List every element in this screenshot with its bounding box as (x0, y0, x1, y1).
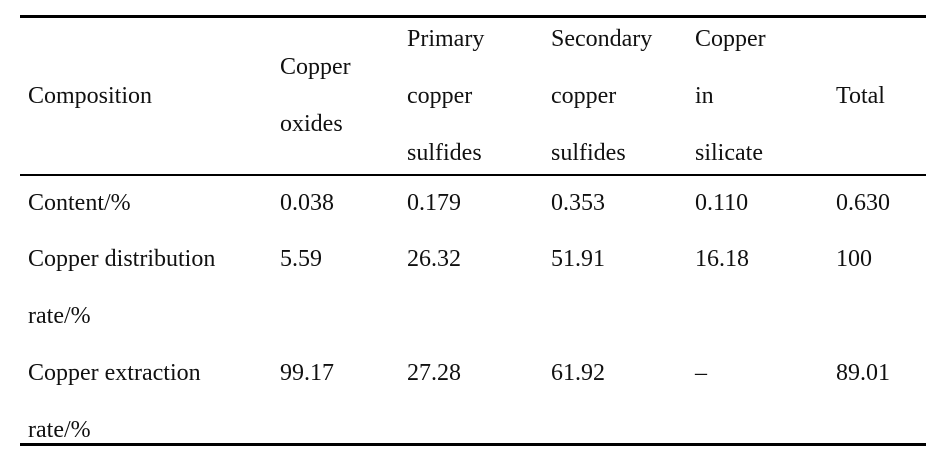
table-cell: 61.92 (551, 360, 605, 386)
table-cell: 100 (836, 246, 872, 272)
row-label: Content/% (28, 190, 131, 216)
table-cell: 0.110 (695, 190, 749, 216)
header-cell: Composition (28, 82, 153, 109)
top-rule (20, 15, 926, 18)
table-cell: 16.18 (695, 246, 749, 272)
header-cell: Copper oxides (280, 54, 351, 137)
table-cell: – (695, 360, 707, 386)
table-cell: 99.17 (280, 360, 334, 386)
header-cell: Total (836, 82, 885, 109)
header-rule (20, 174, 926, 176)
header-cell: Primary copper sulfides (407, 25, 485, 166)
table-cell: 0.630 (836, 190, 890, 216)
table-cell: 51.91 (551, 246, 605, 272)
table-cell: 26.32 (407, 246, 461, 272)
table-cell: 89.01 (836, 360, 890, 386)
header-cell: Copper in silicate (695, 25, 766, 166)
row-label: Copper extraction rate/% (28, 360, 201, 443)
row-label: Copper distribution rate/% (28, 246, 216, 329)
header-cell: Secondary copper sulfides (551, 25, 653, 166)
table-cell: 5.59 (280, 246, 322, 272)
table-cell: 0.038 (280, 190, 334, 216)
bottom-rule (20, 443, 926, 446)
table-cell: 0.179 (407, 190, 461, 216)
table-cell: 27.28 (407, 360, 461, 386)
table-cell: 0.353 (551, 190, 605, 216)
